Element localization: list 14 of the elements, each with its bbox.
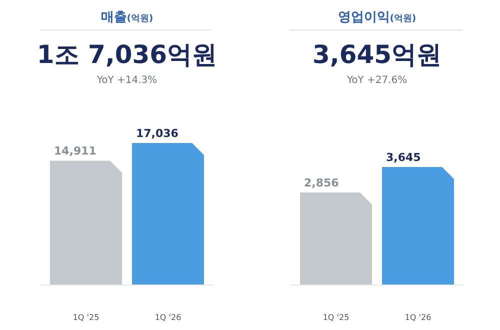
chart-title: 매출(억원): [100, 10, 154, 25]
chart-subtitle: 1조 7,036억원: [36, 40, 218, 69]
x-tick-label: 1Q '26: [404, 313, 432, 322]
x-tick-label: 1Q '25: [72, 313, 100, 322]
text: YoY +14.3%: [96, 75, 158, 86]
chart-title: 영업이익(억원): [338, 10, 416, 25]
text: YoY +27.6%: [346, 75, 408, 86]
data-label: 14,911: [54, 144, 96, 158]
data-label: 3,645: [386, 151, 421, 164]
chart-subtitle: 3,645억원: [312, 40, 442, 69]
data-label: 2,856: [304, 176, 340, 190]
x-tick-label: 1Q '26: [154, 313, 182, 322]
x-tick-label: 1Q '25: [322, 313, 350, 322]
data-label: 17,036: [136, 127, 179, 140]
